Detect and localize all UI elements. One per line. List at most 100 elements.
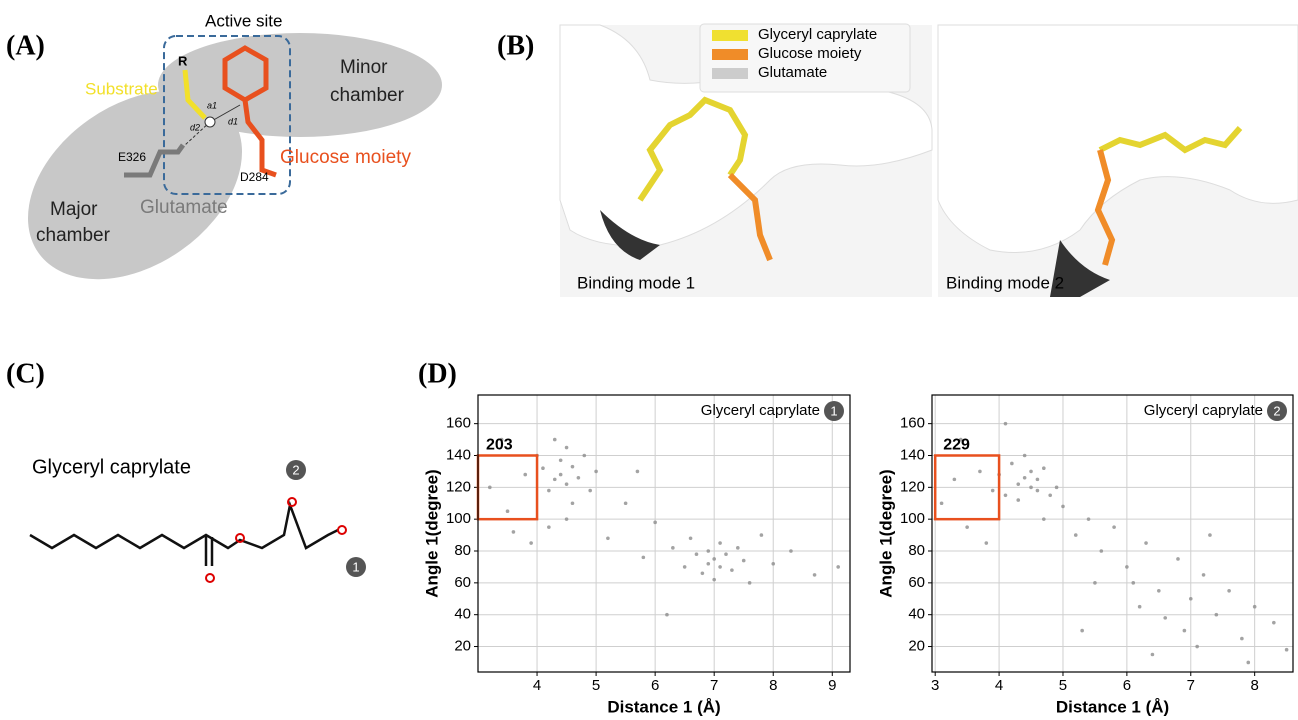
- x-tick-label: 8: [769, 677, 777, 694]
- active-site-box: [163, 35, 291, 195]
- point: [1048, 493, 1053, 498]
- point: [939, 501, 944, 506]
- y-tick-label: 80: [908, 542, 925, 559]
- y-tick-label: 100: [446, 510, 471, 527]
- y-tick-label: 20: [908, 637, 925, 654]
- point: [499, 437, 504, 442]
- point: [682, 565, 687, 569]
- point: [706, 549, 711, 553]
- panel-label: (C): [6, 358, 45, 389]
- point: [718, 565, 722, 569]
- shadow: [600, 210, 660, 260]
- point: [1246, 660, 1251, 665]
- y-tick-label: 120: [446, 478, 471, 495]
- panel-c: Glyceryl caprylate 2 1: [29, 456, 366, 583]
- panel-a: Active site Substrate R Minor chamber Ma…: [28, 11, 442, 280]
- label: Glutamate: [140, 197, 228, 218]
- point: [688, 536, 693, 541]
- badge: [1267, 401, 1287, 421]
- point: [564, 517, 569, 521]
- legend: Glyceryl caprylate Glucose moiety Glutamat…: [712, 26, 877, 81]
- label: Active site: [205, 11, 282, 30]
- point: [1240, 636, 1244, 641]
- point: [965, 525, 969, 529]
- label: Major: [50, 199, 98, 220]
- point: [1016, 482, 1021, 486]
- point: [1016, 498, 1021, 502]
- label: d2: [190, 122, 200, 132]
- point: [564, 482, 569, 486]
- point: [759, 533, 764, 537]
- point: [558, 472, 563, 477]
- label: Glucose moiety: [280, 147, 411, 168]
- point: [558, 458, 563, 463]
- point: [958, 437, 963, 442]
- point: [1214, 612, 1219, 617]
- legend-box: [699, 23, 911, 93]
- y-tick-label: 80: [454, 542, 471, 559]
- point: [836, 565, 840, 569]
- point: [1073, 533, 1078, 537]
- point: [1080, 628, 1084, 633]
- x-axis-title: Distance 1 (Å): [607, 697, 720, 716]
- distance-line: [209, 104, 241, 123]
- point: [1188, 596, 1193, 601]
- oxygen: [337, 525, 347, 535]
- point: [547, 525, 551, 529]
- point: [712, 557, 716, 561]
- x-tick-label: 4: [995, 677, 1003, 694]
- x-tick-label: 5: [592, 677, 600, 694]
- y-axis-title: Angle 1(degree): [876, 469, 895, 597]
- point: [789, 549, 793, 553]
- point: [1042, 466, 1046, 471]
- point: [1112, 525, 1116, 529]
- site-label: 2: [292, 462, 299, 477]
- label: a1: [207, 100, 217, 110]
- y-tick-label: 140: [446, 446, 471, 463]
- point: [1176, 557, 1180, 561]
- glucose-stick: [1094, 149, 1116, 266]
- major-chamber-shape: [28, 90, 242, 280]
- point: [641, 555, 646, 560]
- point: [552, 437, 557, 442]
- label: D284: [240, 170, 269, 184]
- oxygen: [287, 497, 297, 507]
- legend-swatch: [712, 68, 748, 79]
- region-count: 229: [943, 437, 970, 454]
- badge: [824, 401, 844, 421]
- molecule-name: Glyceryl caprylate: [32, 456, 191, 478]
- site-badge: [286, 460, 306, 480]
- skeleton: [29, 500, 339, 550]
- point: [1272, 620, 1276, 625]
- aspartate-stick: [242, 99, 277, 178]
- site-badge: [346, 557, 366, 577]
- point: [505, 509, 510, 514]
- glucose-ring: [222, 45, 269, 103]
- x-tick-label: 8: [1250, 677, 1258, 694]
- point: [747, 581, 752, 585]
- point: [1010, 461, 1014, 466]
- point: [1208, 533, 1212, 537]
- x-tick-label: 7: [1187, 677, 1195, 694]
- x-tick-label: 6: [651, 677, 659, 694]
- annotation: Glyceryl caprylate: [1144, 402, 1263, 419]
- point: [730, 568, 734, 572]
- point: [1035, 477, 1040, 482]
- point: [547, 488, 551, 493]
- x-tick-label: 5: [1059, 677, 1067, 694]
- point: [623, 501, 628, 506]
- point: [1003, 421, 1008, 426]
- point: [570, 464, 575, 469]
- point: [952, 477, 957, 482]
- x-tick-label: 9: [828, 677, 836, 694]
- x-axis-title: Distance 1 (Å): [1056, 697, 1169, 716]
- point: [1137, 604, 1142, 609]
- point: [1144, 541, 1148, 545]
- point: [1029, 469, 1033, 474]
- panel-label: (A): [6, 30, 45, 61]
- point: [706, 561, 711, 566]
- ligand-stick: [637, 96, 749, 202]
- point: [552, 477, 557, 482]
